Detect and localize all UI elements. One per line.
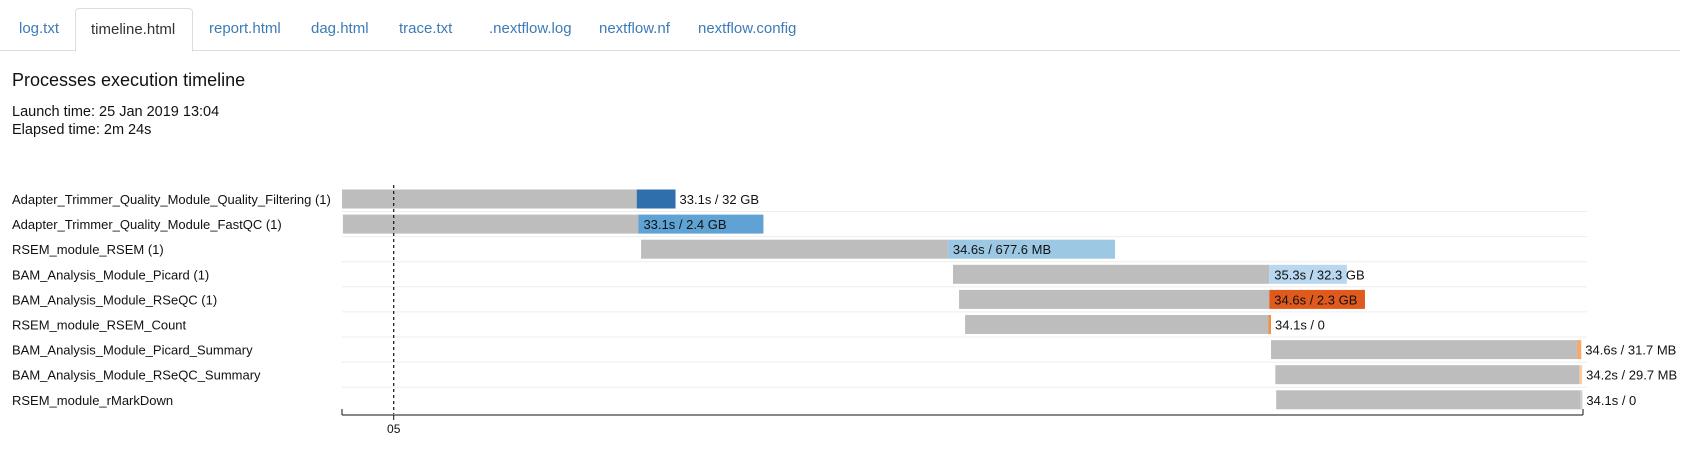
wait-bar [1271,340,1577,360]
page-title: Processes execution timeline [12,70,246,90]
bar-label: 34.2s / 29.7 MB [1586,368,1677,383]
wait-bar [965,315,1269,334]
tab-nextflow-nf[interactable]: nextflow.nf [599,20,670,37]
bar-label: 33.1s / 32 GB [680,192,760,207]
file-tab-bar: log.txt timeline.html report.html dag.html t… [0,8,1680,52]
wait-bar [342,214,639,234]
run-bar [638,214,764,234]
bar-label: 34.1s / 0 [1275,318,1325,333]
run-bar [1268,315,1272,334]
wait-bar [1276,390,1581,410]
tab-trace-txt[interactable]: trace.txt [399,20,453,37]
process-name: RSEM_module_RSEM_Count [12,318,187,333]
run-bar [1579,365,1583,385]
process-name: RSEM_module_rMarkDown [12,393,173,408]
bar-label: 35.3s / 32.3 GB [1274,267,1364,282]
wait-bar [953,264,1270,284]
elapsed-time: Elapsed time: 2m 24s [12,122,152,138]
process-name: BAM_Analysis_Module_RSeQC_Summary [12,368,261,383]
run-bar [636,189,676,209]
process-name: BAM_Analysis_Module_RSeQC (1) [12,292,217,307]
process-name: RSEM_module_RSEM (1) [12,242,164,257]
process-name: Adapter_Trimmer_Quality_Module_Quality_F… [12,192,331,207]
process-name: BAM_Analysis_Module_Picard (1) [12,267,209,282]
wait-bar [959,289,1270,309]
run-bar [1269,289,1365,309]
run-bar [1576,340,1582,360]
tab-dag-html[interactable]: dag.html [311,20,369,37]
tab-dot-nextflow-log[interactable]: .nextflow.log [489,20,572,37]
x-tick-label: 05 [387,422,401,436]
process-name: BAM_Analysis_Module_Picard_Summary [12,343,253,358]
wait-bar [342,189,637,209]
tab-timeline-html[interactable]: timeline.html [75,8,193,52]
bar-label: 34.6s / 2.3 GB [1274,292,1357,307]
launch-time: Launch time: 25 Jan 2019 13:04 [12,104,220,120]
wait-bar [1275,365,1580,385]
bar-label: 34.6s / 31.7 MB [1585,343,1676,358]
run-bar [1580,390,1583,410]
tab-log-txt[interactable]: log.txt [19,20,60,37]
run-bar [1269,264,1347,284]
bar-label: 33.1s / 2.4 GB [643,217,726,232]
tab-nextflow-config[interactable]: nextflow.config [698,20,797,37]
wait-bar [641,239,948,259]
run-bar [947,239,1116,259]
bar-label: 34.6s / 677.6 MB [953,242,1051,257]
bar-label: 34.1s / 0 [1586,393,1636,408]
tab-report-html[interactable]: report.html [209,20,281,37]
process-name: Adapter_Trimmer_Quality_Module_FastQC (1… [12,217,282,232]
